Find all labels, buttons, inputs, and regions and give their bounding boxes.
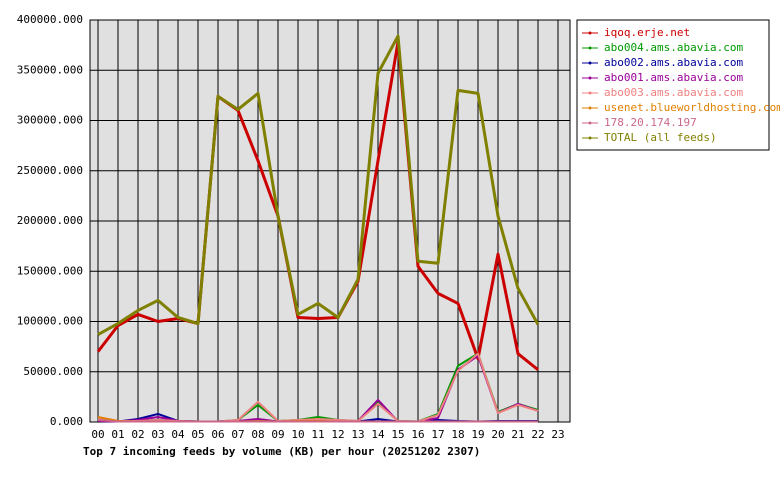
y-tick-label: 350000.000 — [17, 63, 83, 76]
legend-marker — [588, 91, 592, 95]
legend-marker — [588, 46, 592, 50]
legend-marker — [588, 76, 592, 80]
legend-marker — [588, 61, 592, 65]
legend-label: abo001.ams.abavia.com — [604, 71, 743, 84]
legend-label: usenet.blueworldhosting.com — [604, 101, 780, 114]
legend-marker — [588, 31, 592, 35]
y-tick-label: 300000.000 — [17, 114, 83, 127]
y-tick-label: 50000.000 — [23, 365, 83, 378]
legend-marker — [588, 106, 592, 110]
legend-label: 178.20.174.197 — [604, 116, 697, 129]
x-tick-label: 05 — [191, 428, 204, 441]
x-tick-label: 14 — [371, 428, 385, 441]
x-tick-label: 12 — [331, 428, 344, 441]
legend-box — [576, 19, 770, 151]
series-line — [97, 418, 538, 423]
x-tick-label: 17 — [431, 428, 444, 441]
series-line — [96, 40, 539, 371]
x-tick-label: 23 — [551, 428, 564, 441]
x-tick-label: 15 — [391, 428, 404, 441]
x-tick-label: 09 — [271, 428, 284, 441]
legend-marker — [588, 121, 592, 125]
x-tick-label: 00 — [91, 428, 104, 441]
x-tick-label: 03 — [151, 428, 164, 441]
x-tick-label: 21 — [511, 428, 524, 441]
y-tick-label: 150000.000 — [17, 264, 83, 277]
x-tick-label: 18 — [451, 428, 464, 441]
legend-label: abo004.ams.abavia.com — [604, 41, 743, 54]
legend-label: abo002.ams.abavia.com — [604, 56, 743, 69]
x-tick-label: 04 — [171, 428, 185, 441]
series-line — [97, 34, 540, 336]
y-tick-label: 250000.000 — [17, 164, 83, 177]
chart-title: Top 7 incoming feeds by volume (KB) per … — [83, 445, 480, 458]
x-tick-label: 08 — [251, 428, 264, 441]
y-tick-label: 200000.000 — [17, 214, 83, 227]
x-tick-label: 16 — [411, 428, 424, 441]
x-tick-label: 20 — [491, 428, 504, 441]
x-tick-label: 11 — [311, 428, 324, 441]
x-tick-label: 22 — [531, 428, 544, 441]
y-tick-label: 400000.000 — [17, 13, 83, 26]
x-tick-label: 07 — [231, 428, 244, 441]
y-tick-label: 0.000 — [50, 415, 83, 428]
legend-label: iqoq.erje.net — [604, 26, 690, 39]
x-tick-label: 02 — [131, 428, 144, 441]
x-tick-label: 01 — [111, 428, 124, 441]
legend-label: TOTAL (all feeds) — [604, 131, 717, 144]
y-tick-label: 100000.000 — [17, 315, 83, 328]
x-tick-label: 19 — [471, 428, 484, 441]
legend-marker — [588, 136, 592, 140]
x-tick-label: 06 — [211, 428, 224, 441]
x-tick-label: 10 — [291, 428, 304, 441]
legend-label: abo003.ams.abavia.com — [604, 86, 743, 99]
x-tick-label: 13 — [351, 428, 364, 441]
